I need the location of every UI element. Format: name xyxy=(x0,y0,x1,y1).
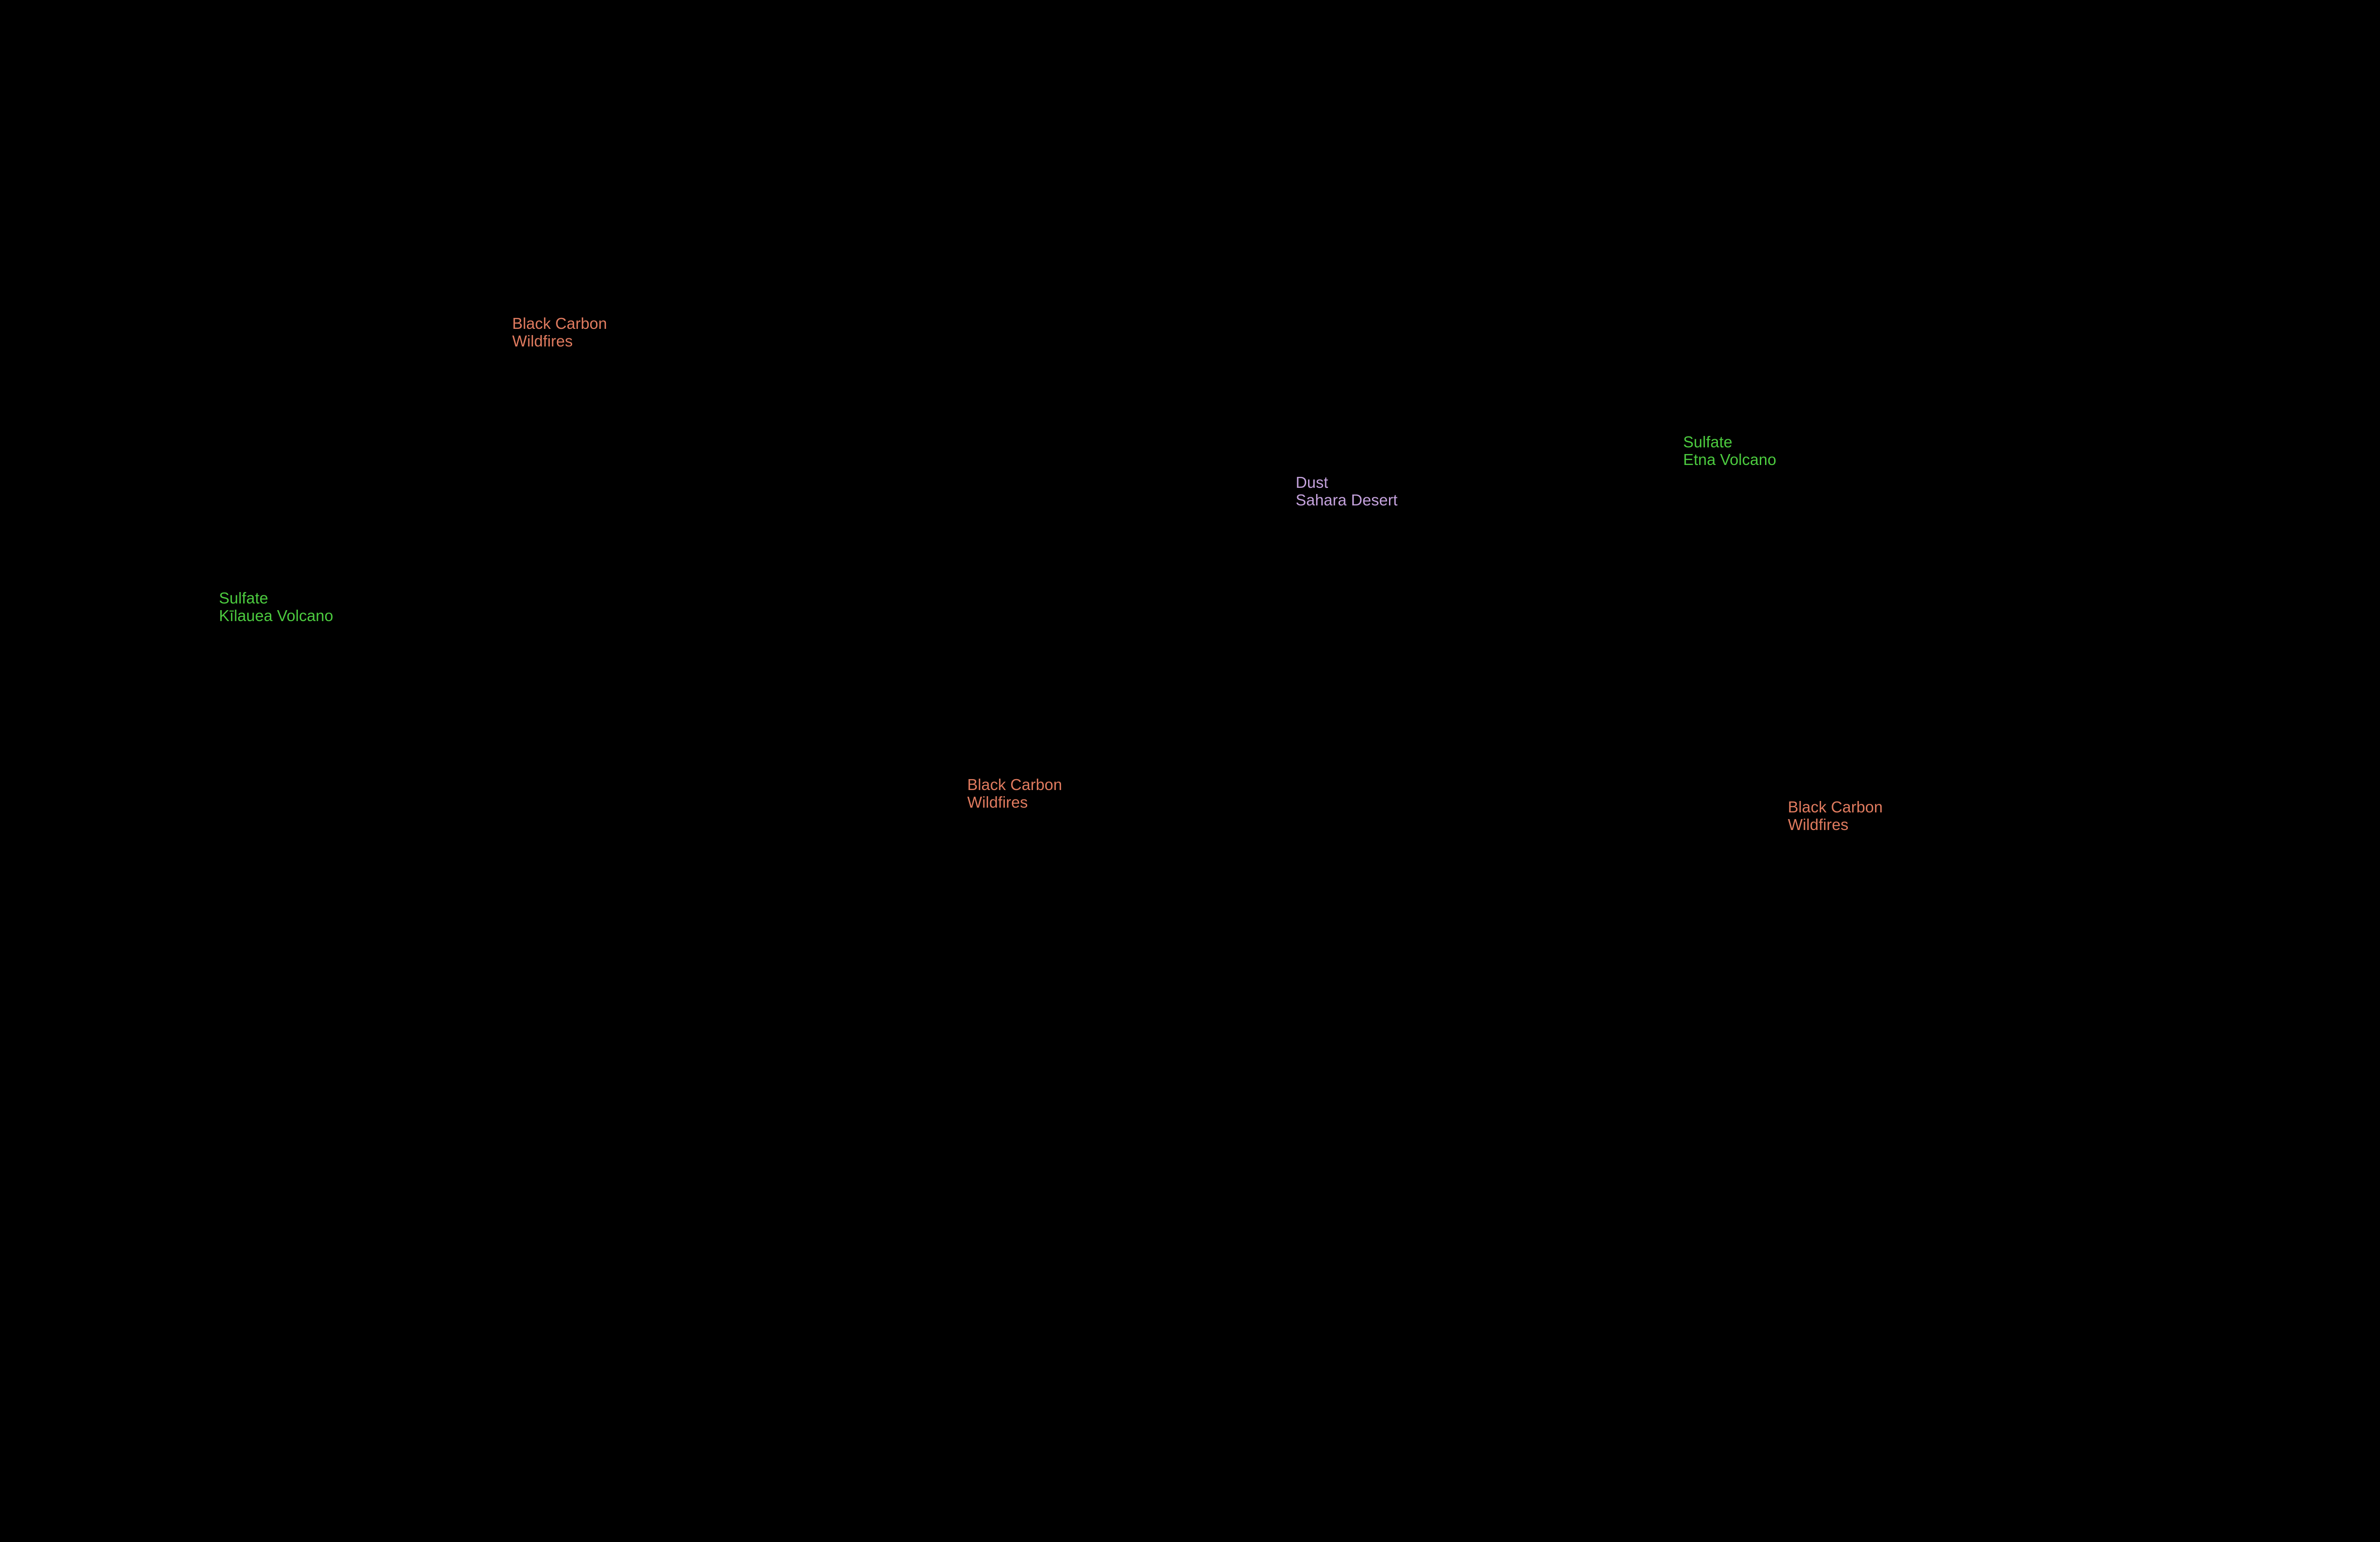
annotation-source-label: Sahara Desert xyxy=(1296,491,1398,509)
annotation-species-label: Black Carbon xyxy=(1788,798,1883,816)
annotation-dust-sahara-desert: Dust Sahara Desert xyxy=(1296,474,1398,509)
annotation-species-label: Sulfate xyxy=(1683,433,1733,451)
annotation-species-label: Black Carbon xyxy=(967,776,1062,793)
annotation-sulfate-etna-volcano: Sulfate Etna Volcano xyxy=(1683,433,1776,468)
annotation-species-label: Sulfate xyxy=(219,589,268,607)
annotation-black-carbon-wildfires-south-america: Black Carbon Wildfires xyxy=(967,776,1062,811)
annotation-source-label: Etna Volcano xyxy=(1683,451,1776,468)
annotation-black-carbon-wildfires-central-africa: Black Carbon Wildfires xyxy=(1788,798,1883,833)
annotation-species-label: Black Carbon xyxy=(512,315,607,332)
annotation-source-label: Kīlauea Volcano xyxy=(219,607,334,624)
annotation-source-label: Wildfires xyxy=(967,793,1028,811)
annotation-sulfate-kilauea-volcano: Sulfate Kīlauea Volcano xyxy=(219,589,333,624)
annotation-source-label: Wildfires xyxy=(1788,816,1849,833)
annotation-black-carbon-wildfires-north-america: Black Carbon Wildfires xyxy=(512,315,607,350)
annotation-source-label: Wildfires xyxy=(512,332,573,350)
annotation-species-label: Dust xyxy=(1296,474,1329,491)
